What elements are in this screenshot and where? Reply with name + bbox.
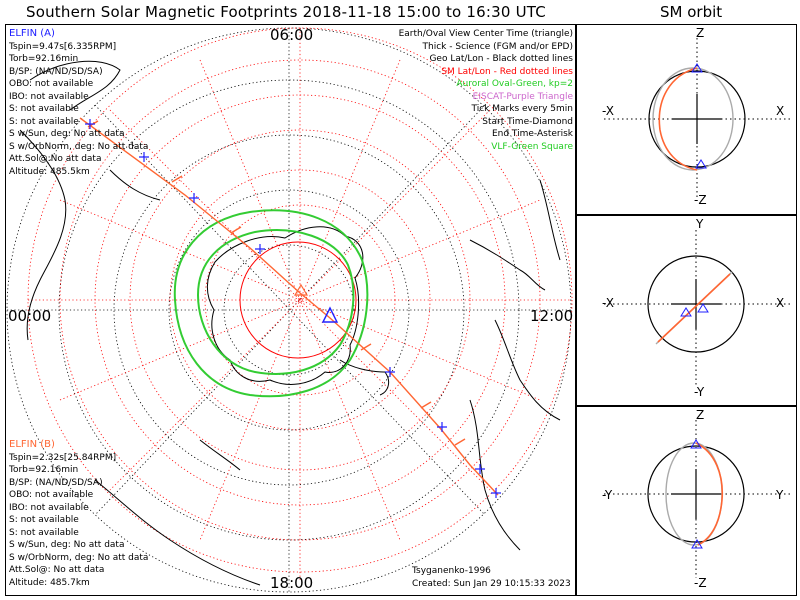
orbit-xy-top-label: Y: [696, 217, 704, 231]
sat-b-line: S w/OrbNorm, deg: No att data: [9, 552, 149, 563]
map-legend: Earth/Oval View Center Time (triangle) T…: [399, 28, 573, 153]
model-credit: Tsyganenko-1996: [412, 566, 491, 576]
sat-a-line: B/SP: (NA/ND/SD/SA): [9, 66, 103, 77]
orbit-panel-title: SM orbit: [660, 3, 723, 21]
orbit-panel-yz-frame: [576, 406, 797, 596]
orbit-xy-right-label: X: [776, 296, 785, 310]
coastlines: [19, 60, 561, 586]
page-title: Southern Solar Magnetic Footprints 2018-…: [26, 3, 546, 21]
clock-label-bottom: 18:00: [270, 574, 314, 592]
sat-a-line: IBO: not available: [9, 91, 89, 102]
legend-item: Earth/Oval View Center Time (triangle): [398, 29, 573, 39]
view-center-triangle: [321, 306, 339, 323]
orbit-panel-xz-frame: [576, 24, 797, 215]
sat-a-info: ELFIN (A) Tspin=9.47s[6.335RPM] Torb=92.…: [9, 28, 148, 178]
sat-b-line: S: not available: [9, 527, 79, 538]
sat-a-line: Att.Sol@:No att data: [9, 154, 102, 164]
sat-b-line: Torb=92.16min: [9, 465, 79, 475]
orbit-xz-top-label: Z: [696, 26, 705, 40]
legend-item: Thick - Science (FGM and/or EPD): [422, 41, 573, 52]
legend-item: Geo Lat/Lon - Black dotted lines: [429, 54, 573, 64]
orbit-yz-left-label: -Y: [602, 488, 613, 502]
orbit-panel-xy-frame: [576, 215, 797, 406]
sat-a-line: S w/Sun, deg: No att data: [9, 129, 125, 139]
sat-b-line: OBO: not available: [9, 490, 94, 500]
sat-b-line: Altitude: 485.7km: [9, 577, 90, 588]
clock-label-top: 06:00: [270, 26, 314, 44]
orbit-yz-bottom-label: -Z: [694, 576, 707, 590]
sat-a-name: ELFIN (A): [9, 28, 55, 39]
legend-item: Auroral Oval-Green, kp=2: [456, 79, 573, 89]
orbit-yz-top-label: Z: [696, 408, 705, 422]
sat-a-line: Tspin=9.47s[6.335RPM]: [9, 41, 117, 52]
sm-grid: [27, 27, 573, 580]
clock-label-right: 12:00: [530, 307, 574, 325]
legend-item: End Time-Asterisk: [491, 129, 573, 139]
sat-b-line: Att.Sol@: No att data: [9, 565, 105, 575]
orbit-xz-right-label: X: [776, 104, 785, 118]
sat-b-line: S w/Sun, deg: No att data: [9, 540, 125, 550]
sat-a-line: S: not available: [9, 104, 79, 114]
sat-a-line: S: not available: [9, 116, 79, 127]
sat-a-line: S w/OrbNorm, deg: No att data: [9, 141, 149, 152]
clock-label-left: 00:00: [8, 307, 52, 325]
sat-b-line: B/SP: (NA/ND/SD/SA): [9, 477, 103, 488]
orbit-yz-right-label: Y: [776, 488, 784, 502]
legend-item: EISCAT-Purple Triangle: [472, 91, 573, 102]
footprint-map-frame: [5, 24, 576, 596]
sat-a-line: Torb=92.16min: [9, 54, 79, 64]
orbit-xz-left-label: -X: [602, 104, 614, 118]
legend-item: VLF-Green Square: [491, 141, 573, 152]
created-timestamp: Created: Sun Jan 29 10:15:33 2023: [412, 579, 571, 589]
orbit-panel-xz: [604, 38, 790, 200]
sat-b-line: IBO: not available: [9, 502, 89, 513]
orbit-panel-xy: [604, 230, 790, 385]
sat-a-line: Altitude: 485.5km: [9, 166, 90, 177]
orbit-panel-yz: [604, 420, 790, 578]
eiscat-triangle: [293, 283, 309, 296]
sat-b-name: ELFIN (B): [9, 439, 55, 450]
orbit-xy-bottom-label: -Y: [694, 385, 705, 399]
sat-a-line: OBO: not available: [9, 79, 94, 89]
orbit-xz-bottom-label: -Z: [694, 193, 707, 207]
orbit-xy-left-label: -X: [602, 296, 614, 310]
sat-b-line: S: not available: [9, 515, 79, 525]
auroral-oval: [173, 209, 369, 398]
sat-b-line: Tspin=2.32s[25.84RPM]: [9, 452, 117, 463]
legend-item: Tick Marks every 5min: [471, 104, 573, 114]
sm-inner-circle: [239, 241, 357, 359]
legend-item: SM Lat/Lon - Red dotted lines: [441, 66, 573, 77]
legend-item: Start Time-Diamond: [482, 116, 573, 127]
track-elfin-ticks: [85, 119, 501, 498]
sat-b-info: ELFIN (B) Tspin=2.32s[25.84RPM] Torb=92.…: [9, 439, 148, 589]
